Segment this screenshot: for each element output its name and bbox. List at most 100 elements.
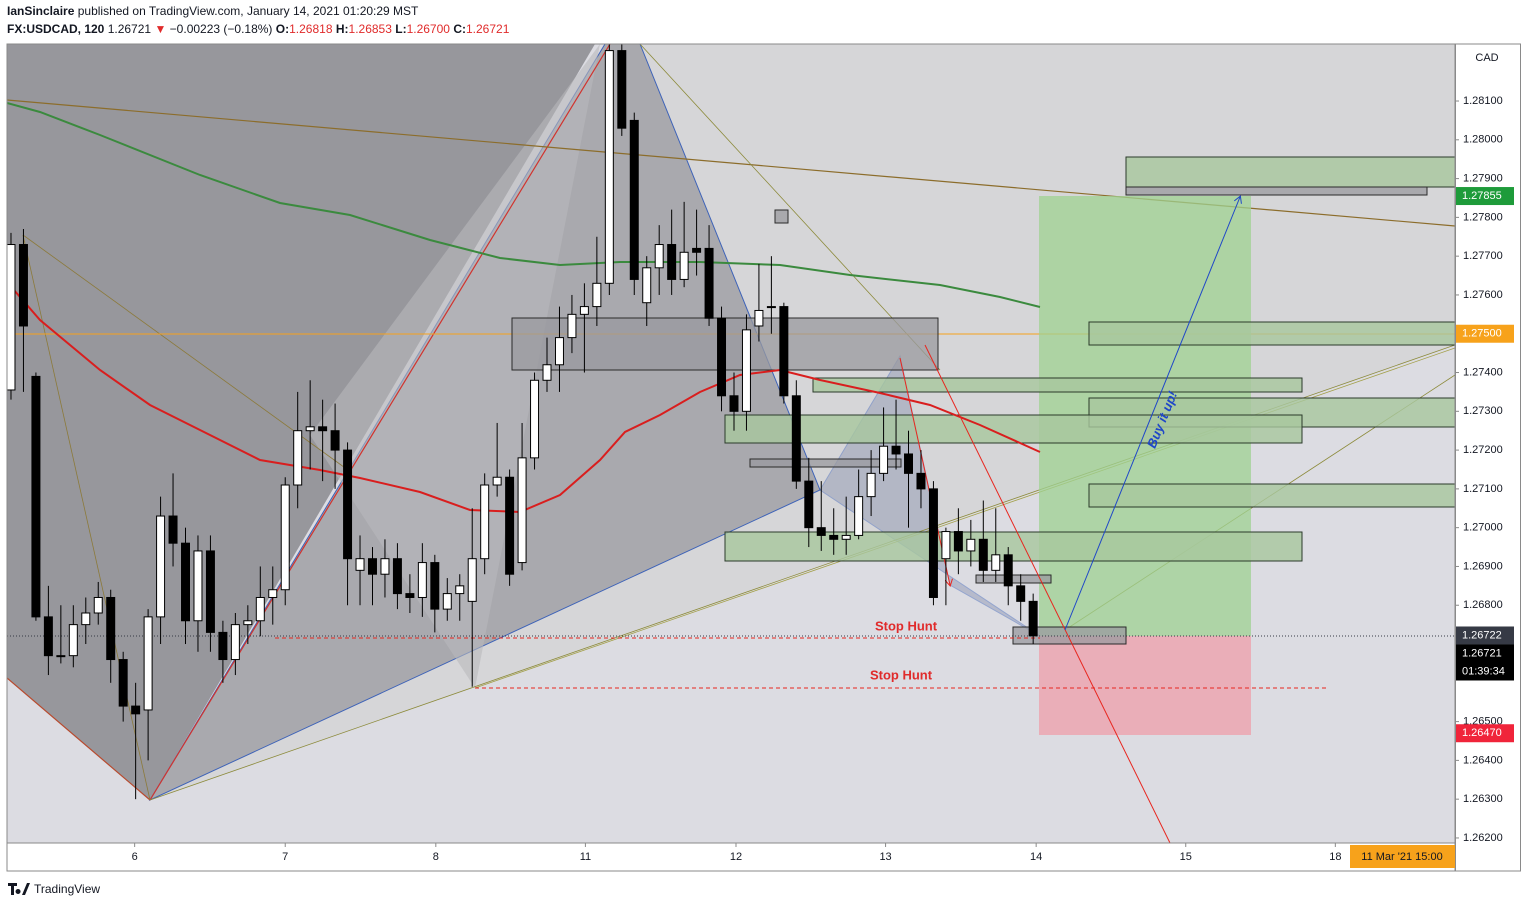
footer-text: TradingView <box>34 882 100 896</box>
arrow <box>1064 197 1240 631</box>
candle-body <box>916 472 926 490</box>
box <box>749 458 902 468</box>
shade <box>7 44 595 800</box>
candle-body <box>953 531 963 552</box>
y-tick-label: 1.27900 <box>1463 172 1503 184</box>
y-tick-label: 1.28100 <box>1463 95 1503 107</box>
candle-body <box>829 534 839 540</box>
candle-body <box>131 705 141 715</box>
candle-body <box>567 313 577 339</box>
candle-body <box>31 375 41 618</box>
candle-body <box>280 484 290 591</box>
candle-body <box>181 542 190 622</box>
price-tag-label: 1.26722 <box>1462 629 1502 641</box>
harmonic-pattern <box>310 44 600 688</box>
y-tick-label: 1.27800 <box>1463 211 1503 223</box>
price-tag <box>1456 324 1514 343</box>
long-position-stop <box>1039 636 1251 735</box>
candle-body <box>480 484 490 560</box>
candle-body <box>879 445 889 474</box>
candle-body <box>966 538 976 552</box>
candle-body <box>654 244 664 269</box>
candle-body <box>68 624 78 657</box>
candle-body <box>754 309 764 327</box>
x-tick-label: 6 <box>132 851 138 863</box>
candle-body <box>592 282 602 308</box>
ohlc-value: 1.26853 <box>349 22 393 36</box>
candle-body <box>56 655 66 658</box>
candle-body <box>118 659 128 707</box>
candle-body <box>679 251 689 280</box>
y-tick-label: 1.27600 <box>1463 289 1503 301</box>
x-tick-label: 13 <box>879 851 891 863</box>
price-tag-label: 1.26721 <box>1462 647 1502 659</box>
candle-body <box>854 496 864 536</box>
candle-body <box>405 593 415 598</box>
zone <box>1088 483 1455 508</box>
candle-body <box>255 596 265 622</box>
candle-body <box>455 585 465 595</box>
candle-body <box>779 306 789 397</box>
candle-body <box>991 554 1001 571</box>
box <box>1125 186 1428 196</box>
last-price: 1.26721 <box>108 22 152 36</box>
candle-body <box>106 596 116 661</box>
published: published on TradingView.com, January 14… <box>78 4 419 18</box>
candle-body <box>978 538 988 571</box>
candle-body <box>492 476 502 486</box>
candle-body <box>941 531 951 560</box>
price-tag <box>1456 724 1514 743</box>
zone <box>724 531 1303 562</box>
x-tick-label: 15 <box>1180 851 1192 863</box>
moving-average <box>7 281 1041 514</box>
symbol-line: FX:USDCAD, 120 1.26721 ▼ −0.00223 (−0.18… <box>7 22 510 36</box>
candle-body <box>43 616 53 657</box>
candle-body <box>305 426 315 432</box>
symbol: FX:USDCAD, 120 <box>7 22 105 36</box>
candle-body <box>891 445 901 455</box>
annotation: Stop Hunt <box>875 618 938 633</box>
candle-body <box>268 589 278 598</box>
candle-body <box>392 558 402 595</box>
candle-body <box>7 244 16 391</box>
candle-body <box>804 480 814 529</box>
y-tick-label: 1.27100 <box>1463 483 1503 495</box>
zone <box>1088 321 1455 346</box>
box <box>975 574 1052 584</box>
y-tick-label: 1.26300 <box>1463 793 1503 805</box>
candle-body <box>692 247 702 253</box>
candle-body <box>1003 554 1013 587</box>
candles <box>7 44 1038 800</box>
header-line: IanSinclaire published on TradingView.co… <box>7 4 419 18</box>
price-tag <box>1456 644 1514 681</box>
ohlc-label: H: <box>336 22 349 36</box>
candle-body <box>741 329 751 412</box>
candle-body <box>193 550 203 622</box>
ohlc-value: 1.26721 <box>466 22 510 36</box>
y-tick-label: 1.26400 <box>1463 754 1503 766</box>
price-tag <box>1456 626 1514 645</box>
candle-body <box>318 426 328 432</box>
candle-body <box>417 562 427 598</box>
change-arrow: ▼ <box>154 22 166 36</box>
x-tick-label: 18 <box>1329 851 1341 863</box>
candle-body <box>293 430 303 486</box>
candle-body <box>729 395 739 412</box>
candle-body <box>717 317 727 397</box>
ohlc-value: 1.26818 <box>289 22 333 36</box>
marker <box>774 209 789 224</box>
y-tick-label: 1.28000 <box>1463 134 1503 146</box>
candle-body <box>143 616 153 711</box>
candle-body <box>18 244 28 327</box>
time-tag <box>1350 845 1455 868</box>
trend-line <box>639 44 941 371</box>
ohlc-label: O: <box>276 22 289 36</box>
candle-body <box>704 247 714 319</box>
candle-body <box>579 306 589 315</box>
candle-body <box>355 558 365 571</box>
axis-labels: 1.28100 1.28000 1.27900 1.27800 1.27700 1.276… <box>132 95 1514 868</box>
candle-body <box>330 430 340 451</box>
candle-body <box>243 620 253 626</box>
x-tick-label: 8 <box>433 851 439 863</box>
